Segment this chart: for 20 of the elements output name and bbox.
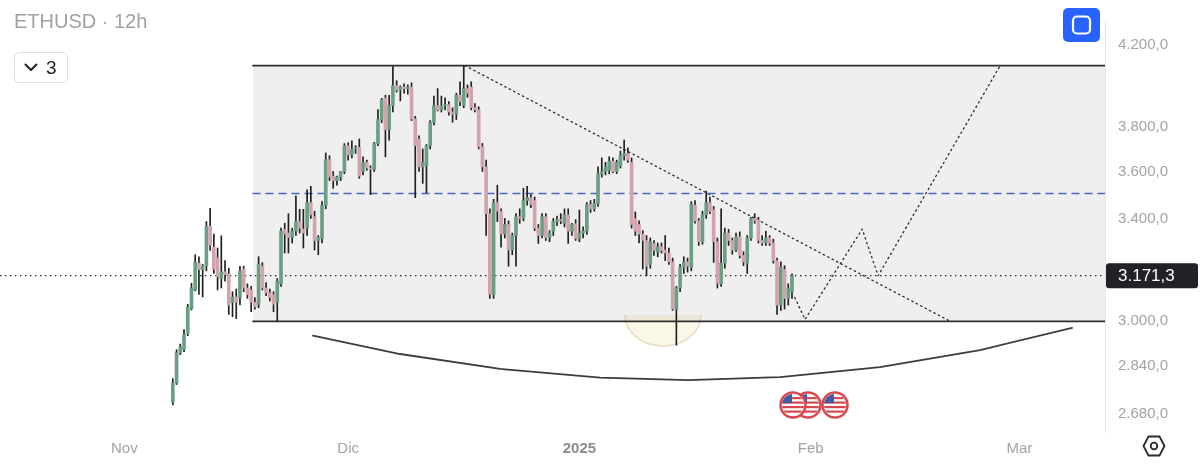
x-tick-label: Dic: [337, 439, 360, 457]
candlestick: [517, 208, 522, 224]
candlestick: [219, 235, 224, 289]
y-tick-label: 3.000,0: [1118, 311, 1169, 329]
x-tick-label: Nov: [110, 439, 139, 457]
y-tick-label: 4.200,0: [1118, 34, 1169, 52]
ref-line-label: 3.171,3: [1118, 265, 1175, 285]
y-tick-label: 3.600,0: [1118, 161, 1169, 179]
annotation: 3: [46, 56, 57, 79]
y-tick-label: 3.400,0: [1118, 208, 1169, 226]
x-tick-label: Feb: [797, 439, 824, 457]
chart-title: ETHUSD · 12h: [14, 10, 148, 33]
y-tick-label: 2.680,0: [1118, 404, 1169, 422]
dropdown-button: 3: [14, 52, 68, 83]
x-tick-label: 2025: [562, 439, 597, 457]
y-tick-label: 3.800,0: [1118, 117, 1169, 135]
x-tick-label: Mar: [1006, 439, 1033, 457]
y-tick-label: 2.840,0: [1118, 356, 1169, 374]
candlestick: [443, 97, 447, 111]
candlestick: [663, 235, 668, 261]
